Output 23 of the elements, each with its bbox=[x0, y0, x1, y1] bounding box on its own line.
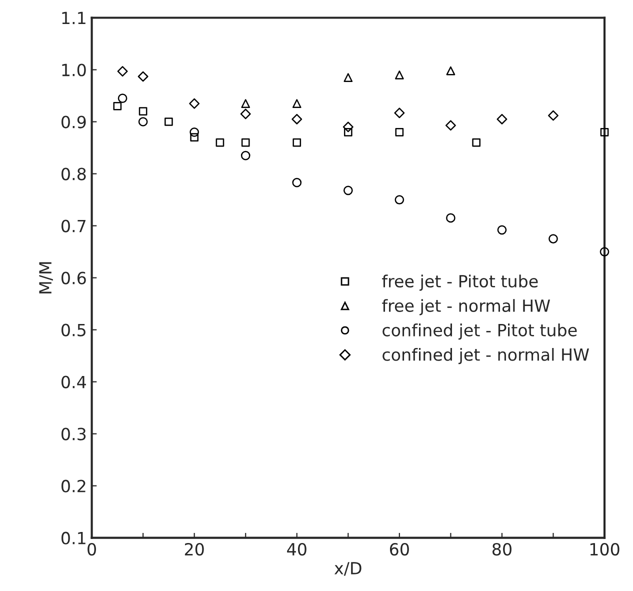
x-axis-title: x/D bbox=[334, 562, 362, 576]
legend-label: confined jet - Pitot tube bbox=[382, 324, 577, 340]
y-tick-label: 0.2 bbox=[62, 480, 86, 492]
x-tick-label: 100 bbox=[590, 542, 620, 556]
y-axis-title: M/M bbox=[39, 262, 53, 294]
y-tick-label: 0.8 bbox=[62, 168, 86, 180]
y-tick-label: 0.1 bbox=[62, 532, 86, 544]
y-tick-label: 0.3 bbox=[62, 428, 86, 440]
x-tick-label: 40 bbox=[287, 542, 306, 556]
y-tick-label: 0.7 bbox=[62, 220, 86, 232]
legend-label: free jet - normal HW bbox=[382, 299, 550, 316]
y-tick-label: 0.5 bbox=[62, 324, 86, 336]
legend-label: confined jet - normal HW bbox=[382, 348, 589, 364]
y-tick-label: 0.6 bbox=[62, 272, 86, 284]
y-tick-label: 0.4 bbox=[62, 376, 86, 388]
x-tick-label: 60 bbox=[390, 542, 409, 556]
x-tick-label: 80 bbox=[492, 542, 512, 556]
y-tick-label: 0.9 bbox=[62, 116, 86, 128]
y-tick-label: 1.1 bbox=[62, 12, 86, 24]
legend-label: free jet - Pitot tube bbox=[382, 274, 538, 291]
x-tick-label: 20 bbox=[184, 542, 204, 556]
y-tick-label: 1.0 bbox=[62, 64, 86, 76]
x-tick-label: 0 bbox=[88, 542, 96, 556]
